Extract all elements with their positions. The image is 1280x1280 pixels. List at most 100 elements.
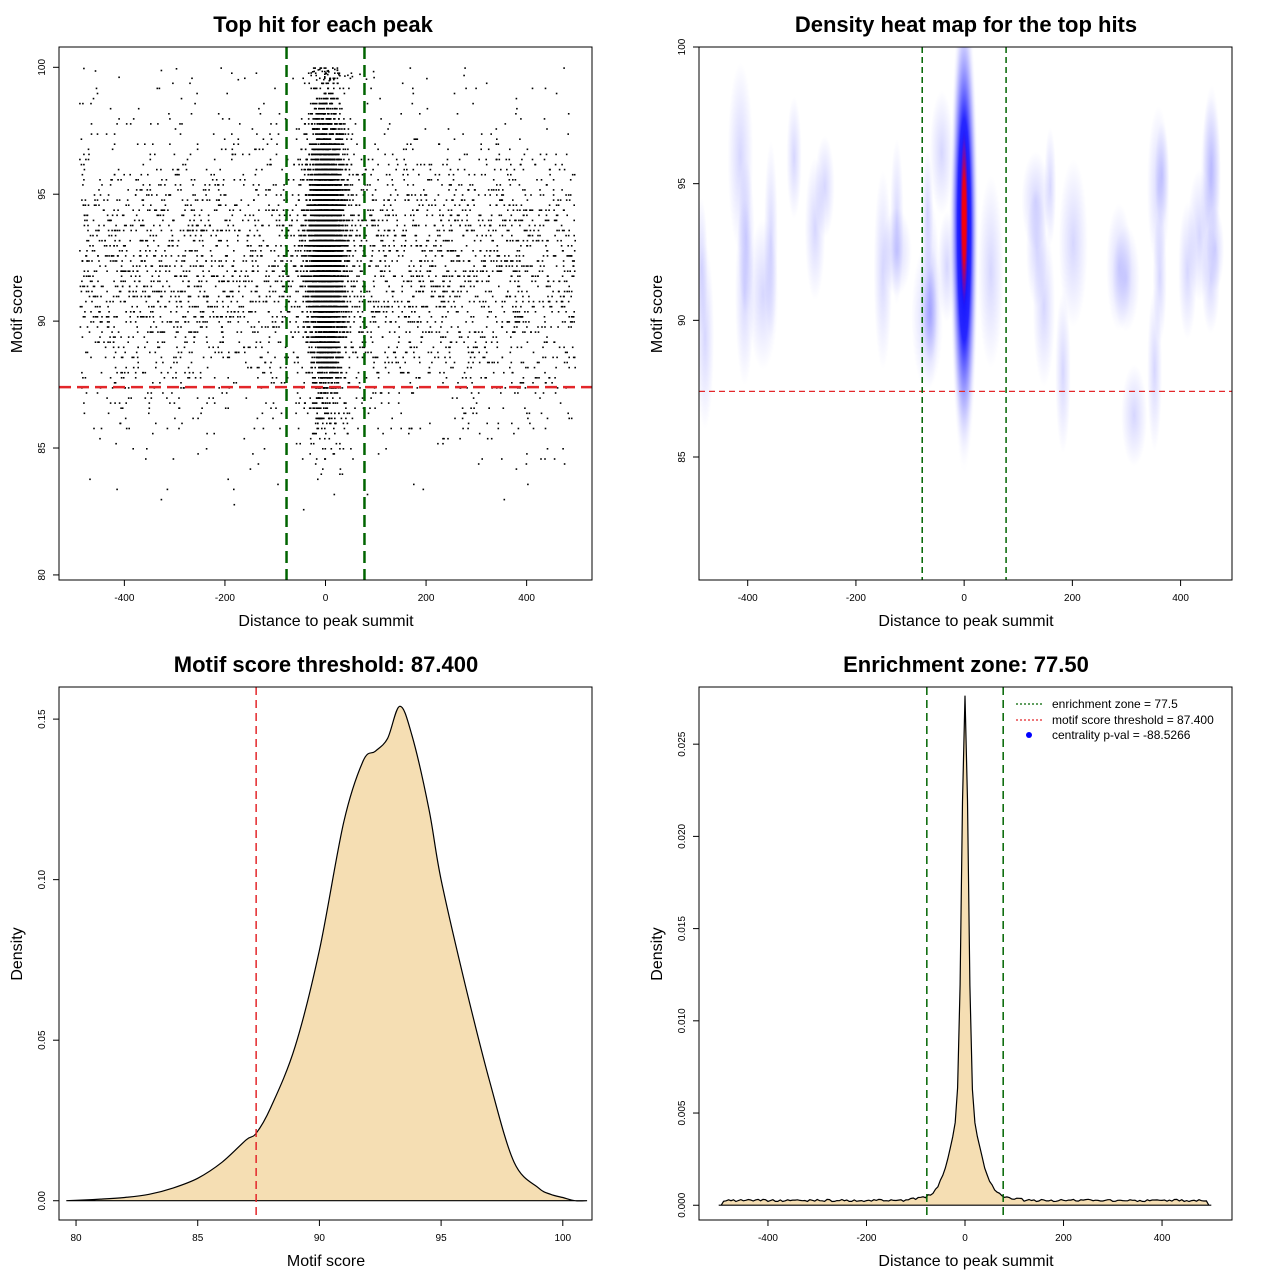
scatter-point — [113, 143, 116, 145]
scatter-point — [297, 326, 299, 328]
scatter-point — [516, 265, 518, 267]
scatter-point — [366, 189, 368, 191]
scatter-point — [309, 275, 311, 277]
scatter-point — [138, 265, 141, 267]
scatter-point — [548, 204, 551, 206]
scatter-point — [190, 331, 193, 333]
scatter-point — [352, 285, 355, 288]
scatter-point — [132, 118, 135, 120]
scatter-point — [498, 158, 501, 161]
scatter-point — [346, 412, 349, 415]
scatter-point — [307, 209, 310, 211]
scatter-point — [479, 224, 481, 227]
scatter-point — [292, 351, 295, 354]
scatter-point — [418, 356, 421, 359]
scatter-point — [153, 321, 155, 323]
scatter-point — [541, 270, 544, 272]
scatter-point — [393, 331, 396, 333]
scatter-point — [310, 179, 313, 181]
scatter-point — [312, 382, 315, 384]
scatter-point — [437, 194, 440, 196]
scatter-point — [199, 265, 201, 267]
scatter-point — [334, 336, 336, 338]
scatter-point — [161, 179, 163, 181]
scatter-point — [553, 255, 556, 257]
scatter-point — [294, 265, 297, 267]
scatter-point — [454, 417, 456, 420]
scatter-point — [125, 123, 128, 125]
scatter-point — [343, 305, 345, 308]
scatter-point — [122, 214, 125, 217]
scatter-point — [484, 377, 486, 379]
scatter-point — [374, 189, 377, 191]
scatter-point — [284, 356, 286, 359]
scatter-point — [275, 326, 278, 328]
scatter-point — [153, 280, 155, 283]
scatter-point — [213, 377, 216, 379]
scatter-point — [257, 194, 260, 196]
scatter-point — [315, 356, 317, 359]
scatter-point — [278, 326, 280, 328]
scatter-point — [434, 173, 437, 176]
scatter-point — [450, 341, 453, 343]
scatter-point — [555, 300, 558, 303]
scatter-point — [277, 204, 280, 206]
scatter-point — [360, 245, 363, 247]
scatter-point — [181, 123, 183, 125]
scatter-point — [544, 321, 546, 323]
scatter-point — [314, 366, 316, 369]
scatter-point — [565, 199, 568, 201]
scatter-point — [117, 331, 120, 333]
scatter-point — [519, 382, 522, 384]
scatter-point — [347, 239, 349, 242]
scatter-point — [514, 219, 516, 222]
scatter-point — [473, 285, 475, 288]
scatter-point — [458, 295, 461, 298]
scatter-point — [520, 361, 523, 364]
scatter-point — [391, 184, 394, 186]
scatter-point — [262, 138, 265, 140]
scatter-point — [111, 255, 113, 257]
scatter-point — [535, 239, 538, 242]
scatter-point — [83, 224, 86, 227]
scatter-point — [536, 361, 539, 364]
scatter-point — [231, 290, 233, 293]
scatter-point — [239, 229, 241, 232]
scatter-point — [490, 260, 492, 262]
scatter-point — [365, 234, 367, 237]
scatter-point — [187, 285, 189, 288]
scatter-point — [149, 234, 152, 237]
scatter-point — [469, 377, 472, 379]
scatter-point — [462, 260, 465, 262]
scatter-point — [283, 285, 285, 288]
scatter-point — [485, 163, 488, 166]
scatter-point — [207, 295, 209, 298]
scatter-point — [352, 458, 354, 460]
scatter-point — [513, 432, 515, 435]
scatter-point — [222, 356, 224, 359]
scatter-point — [383, 229, 386, 232]
scatter-point — [109, 260, 112, 262]
scatter-point — [178, 407, 180, 409]
scatter-point — [216, 229, 218, 232]
scatter-point — [147, 173, 149, 176]
scatter-point — [210, 260, 213, 262]
scatter-point — [466, 290, 468, 293]
scatter-point — [203, 229, 205, 232]
scatter-point — [451, 199, 453, 201]
scatter-point — [404, 163, 407, 166]
scatter-point — [262, 239, 265, 242]
scatter-point — [510, 214, 513, 217]
scatter-point — [377, 427, 379, 430]
scatter-point — [434, 321, 437, 323]
scatter-point — [567, 326, 570, 328]
scatter-point — [97, 229, 99, 232]
scatter-point — [155, 234, 158, 237]
scatter-point — [159, 224, 161, 227]
scatter-point — [147, 295, 150, 298]
scatter-point — [350, 285, 353, 288]
scatter-point — [524, 229, 527, 232]
scatter-point — [511, 382, 513, 384]
scatter-point — [282, 209, 285, 211]
scatter-point — [189, 153, 192, 156]
